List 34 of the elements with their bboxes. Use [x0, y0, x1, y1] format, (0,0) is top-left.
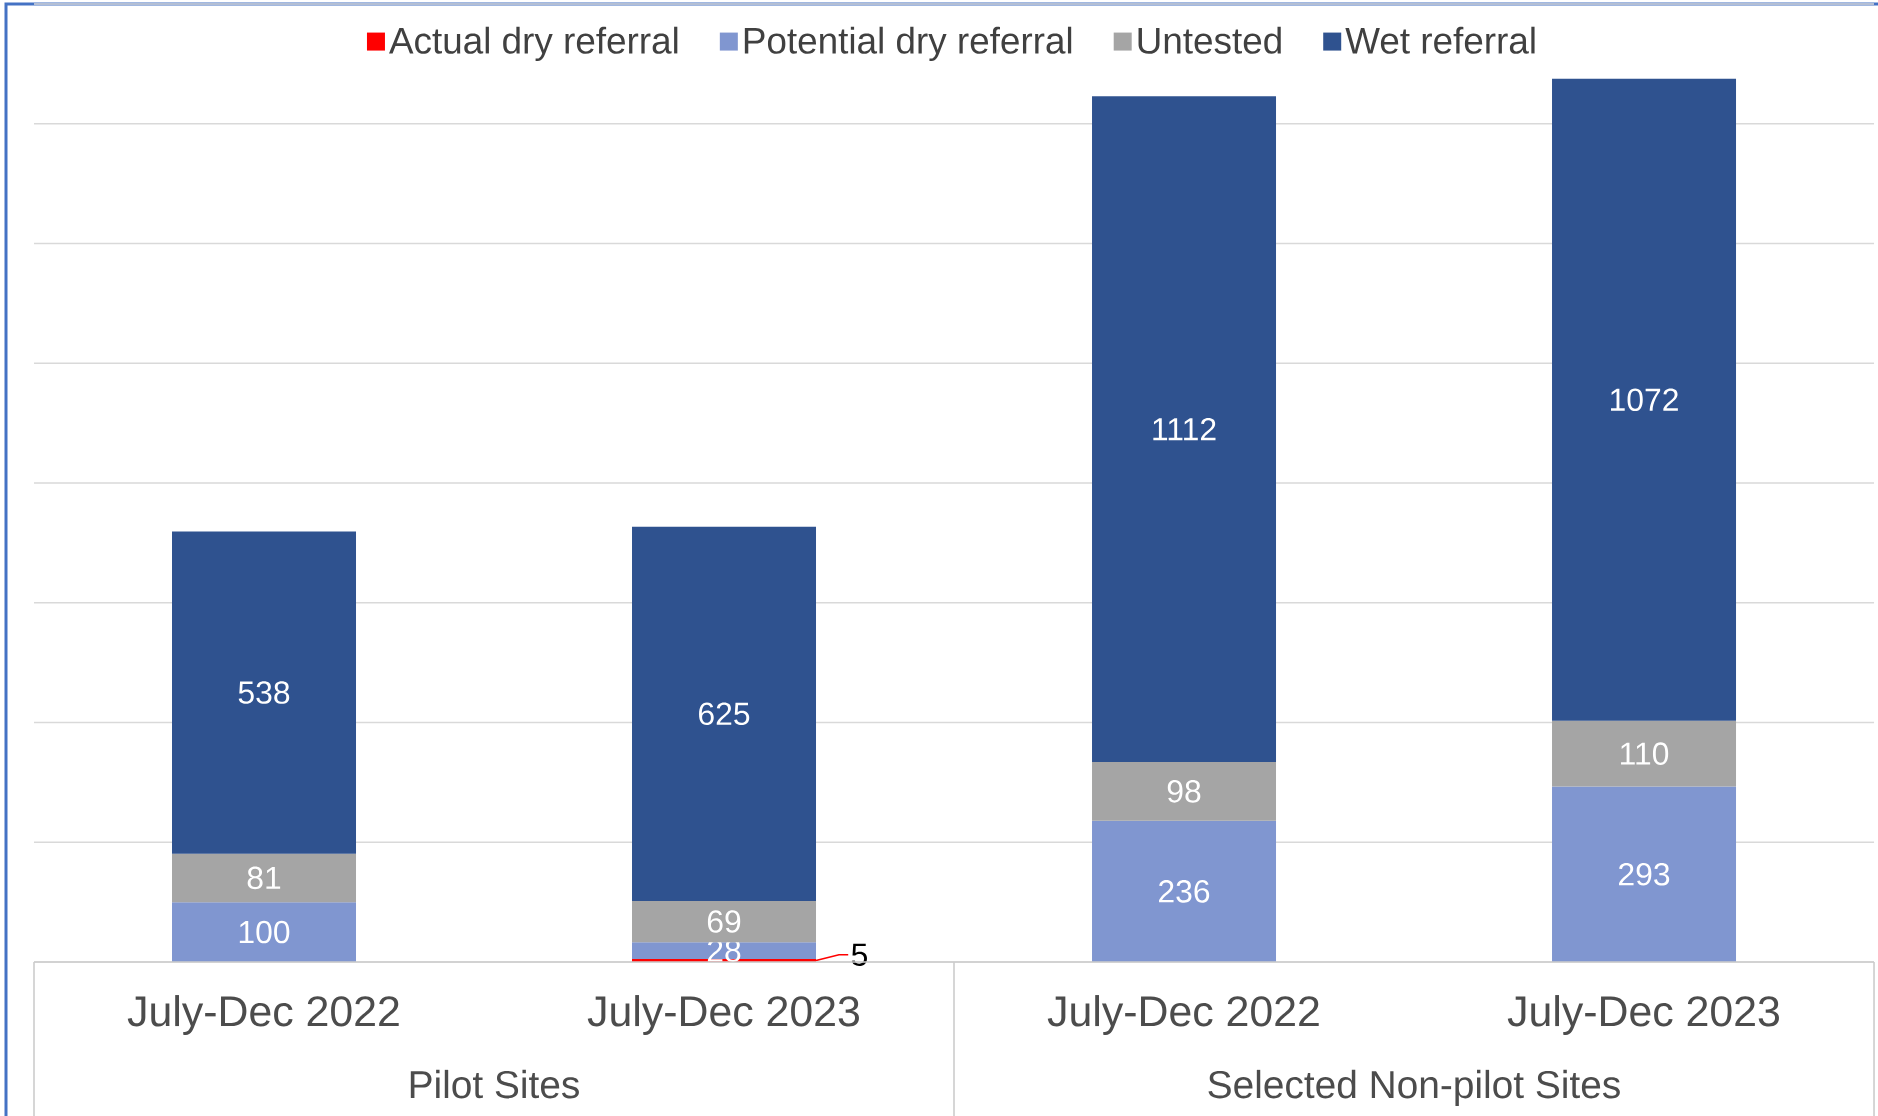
data-label: 1112 — [1153, 417, 1216, 441]
bar — [1552, 786, 1737, 962]
bar — [632, 900, 817, 943]
x-tick-label: July-Dec 2022 — [1047, 995, 1319, 1035]
bar — [632, 526, 817, 901]
bar — [1552, 720, 1737, 787]
legend-label: Wet referral — [1345, 26, 1535, 54]
bar — [1552, 78, 1737, 721]
legend-label: Potential dry referral — [744, 26, 1072, 62]
data-label: 236 — [1159, 880, 1210, 903]
text: Pilot Sites — [410, 1069, 579, 1099]
bar — [172, 902, 357, 962]
data-label: 5 — [851, 943, 867, 966]
bar — [1092, 762, 1277, 821]
x-tick-label: July-Dec 2023 — [587, 995, 859, 1035]
data-label: 538 — [238, 681, 290, 704]
data-label: 100 — [239, 920, 290, 944]
data-label: 110 — [1621, 742, 1669, 765]
data-label: 98 — [1167, 780, 1201, 803]
bar — [1092, 96, 1277, 763]
data-label: 69 — [707, 910, 741, 933]
x-tick-label: July-Dec 2023 — [1507, 995, 1779, 1035]
data-label: 81 — [247, 866, 281, 890]
data-label: 293 — [1619, 863, 1670, 886]
x-tick-label: July-Dec 2022 — [127, 995, 399, 1035]
bar — [632, 942, 817, 960]
data-label: 625 — [699, 702, 750, 726]
text: Selected Non-pilot Sites — [1208, 1069, 1620, 1107]
data-label: 1072 — [1611, 388, 1678, 412]
bar — [172, 531, 357, 854]
bar — [1092, 820, 1277, 962]
bar — [172, 853, 357, 903]
legend-label: Actual dry referral — [389, 26, 678, 62]
legend-label: Untested — [1138, 26, 1281, 54]
